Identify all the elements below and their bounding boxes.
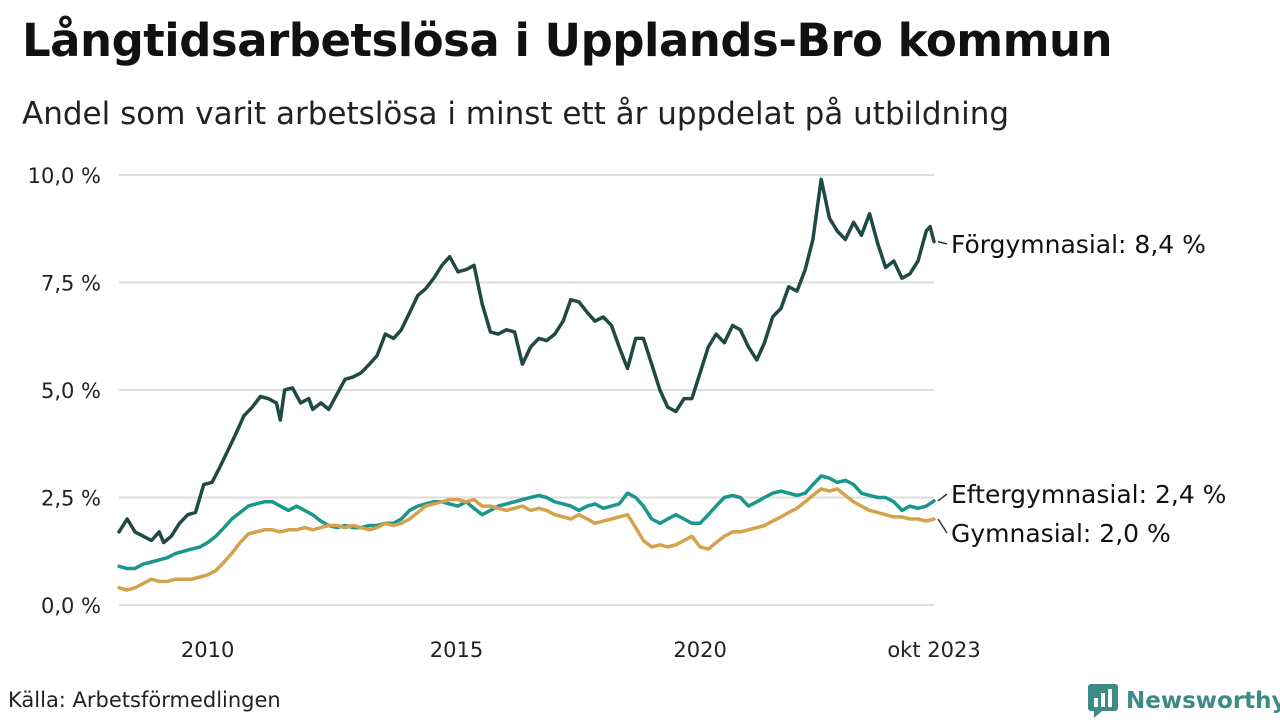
x-tick-label: 2020 — [673, 638, 726, 662]
y-axis-ticks: 0,0 % 2,5 % 5,0 % 7,5 % 10,0 % — [28, 164, 101, 618]
source-note: Källa: Arbetsförmedlingen — [8, 688, 281, 712]
series-label-eftergymnasial: Eftergymnasial: 2,4 % — [951, 480, 1226, 509]
label-connector — [937, 518, 948, 534]
series-end-labels: Förgymnasial: 8,4 % Eftergymnasial: 2,4 %… — [937, 230, 1226, 548]
y-tick-label: 2,5 % — [41, 487, 101, 511]
series-line-förgymnasial — [117, 177, 936, 545]
series-lines — [117, 177, 936, 592]
x-tick-label: 2015 — [430, 638, 483, 662]
series-label-förgymnasial: Förgymnasial: 8,4 % — [951, 230, 1206, 259]
series-label-gymnasial: Gymnasial: 2,0 % — [951, 519, 1171, 548]
y-tick-label: 10,0 % — [28, 164, 101, 188]
newsworthy-logo[interactable]: Newsworthy — [1088, 684, 1280, 718]
y-tick-label: 0,0 % — [41, 594, 101, 618]
chart-subtitle: Andel som varit arbetslösa i minst ett å… — [22, 96, 1010, 132]
y-tick-label: 7,5 % — [41, 272, 101, 296]
label-connector — [937, 240, 948, 245]
bar-chart-icon — [1088, 684, 1118, 718]
chart-title: Långtidsarbetslösa i Upplands-Bro kommun — [22, 14, 1113, 67]
series-line-gymnasial — [117, 487, 936, 592]
y-tick-label: 5,0 % — [41, 379, 101, 403]
brand-name: Newsworthy — [1126, 688, 1280, 714]
x-axis-ticks: 2010 2015 2020 okt 2023 — [181, 638, 981, 662]
grid-lines — [119, 174, 934, 606]
x-tick-label: okt 2023 — [887, 638, 980, 662]
series-line-eftergymnasial — [117, 474, 936, 571]
label-connector — [937, 493, 948, 502]
x-tick-label: 2010 — [181, 638, 234, 662]
